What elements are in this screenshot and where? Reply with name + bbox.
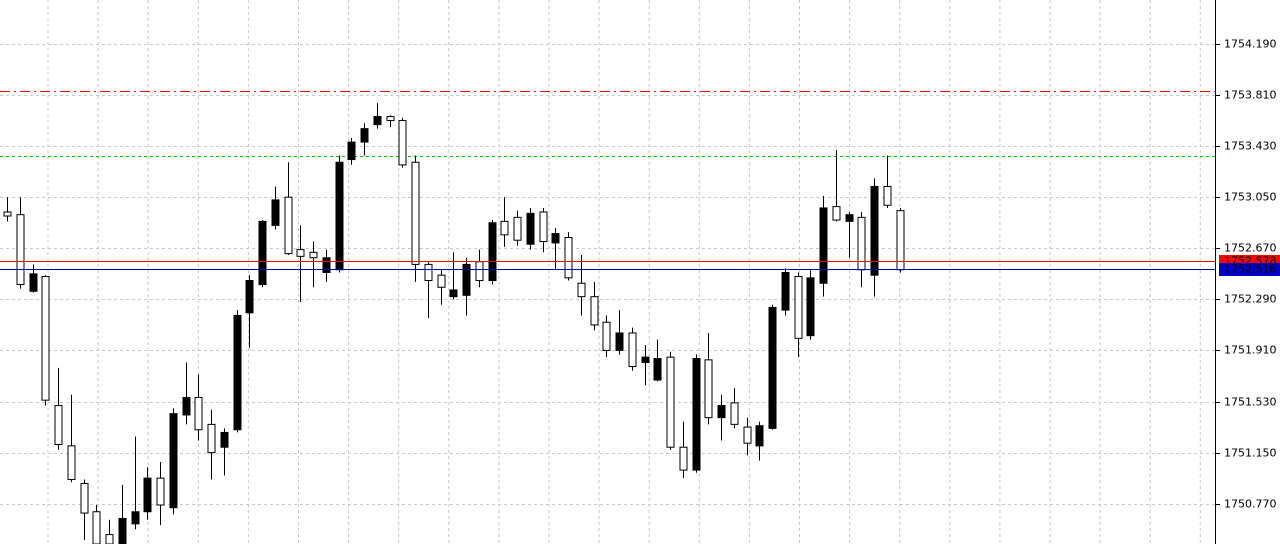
candle-body xyxy=(360,128,369,143)
candle-body xyxy=(347,141,356,161)
candle-body xyxy=(296,249,305,257)
candle-body xyxy=(500,220,509,236)
candle-body xyxy=(245,280,254,314)
price-label: 1752.516 xyxy=(1224,263,1277,276)
candle-body xyxy=(819,207,828,284)
y-tick-label: 1752.290 xyxy=(1224,293,1277,306)
candle-body xyxy=(143,477,152,513)
candle-body xyxy=(131,511,140,525)
price-label-box xyxy=(1219,263,1280,276)
candle-body xyxy=(169,413,178,509)
candle-body xyxy=(386,116,395,122)
candle-body xyxy=(182,396,191,416)
candle-body xyxy=(424,263,433,282)
candle-body xyxy=(883,185,892,206)
candle-body xyxy=(462,263,471,296)
candle-body xyxy=(118,517,127,544)
candle-body xyxy=(870,185,879,276)
candle-body xyxy=(233,314,242,431)
y-tick-label: 1753.050 xyxy=(1224,191,1277,204)
y-tick-label: 1753.430 xyxy=(1224,140,1277,153)
candle-body xyxy=(551,232,560,244)
candle-body xyxy=(564,237,573,279)
candle-body xyxy=(628,332,637,368)
candle-body xyxy=(322,257,331,273)
candle-body xyxy=(258,220,267,286)
candle-body xyxy=(653,357,662,381)
candle-body xyxy=(437,274,446,288)
candle-body xyxy=(92,511,101,544)
candle-body xyxy=(488,222,497,282)
candle-body xyxy=(704,359,713,419)
candle-body xyxy=(526,212,535,245)
candle-body xyxy=(730,402,739,425)
candle-body xyxy=(207,423,216,454)
candle-body xyxy=(755,425,764,447)
y-tick-label: 1754.190 xyxy=(1224,38,1277,51)
candle-body xyxy=(29,273,38,292)
candle-body xyxy=(577,282,586,298)
candle-body xyxy=(743,426,752,444)
candle-body xyxy=(845,214,854,222)
candle-body xyxy=(411,161,420,265)
candle-body xyxy=(832,206,841,221)
candle-body xyxy=(794,276,803,339)
y-tick-label: 1751.910 xyxy=(1224,344,1277,357)
candle-body xyxy=(309,251,318,259)
candle-body xyxy=(615,332,624,351)
candle-body xyxy=(539,211,548,243)
candle-body xyxy=(781,271,790,311)
candle-body xyxy=(513,216,522,241)
y-tick-label: 1750.770 xyxy=(1224,498,1277,511)
y-tick-label: 1751.150 xyxy=(1224,447,1277,460)
candle-body xyxy=(67,445,76,480)
candle-body xyxy=(717,405,726,419)
candle-body xyxy=(3,211,12,217)
candle-body xyxy=(54,405,63,446)
candle-body xyxy=(641,356,650,364)
candle-body xyxy=(692,357,701,471)
candle-body xyxy=(220,431,229,448)
candle-body xyxy=(156,477,165,506)
candle-body xyxy=(335,161,344,271)
candle-body xyxy=(475,261,484,282)
candle-body xyxy=(398,120,407,166)
candle-body xyxy=(679,446,688,471)
candle-body xyxy=(373,116,382,126)
y-tick-label: 1752.670 xyxy=(1224,242,1277,255)
candle-body xyxy=(80,483,89,514)
candle-body xyxy=(666,356,675,448)
y-tick-label: 1753.810 xyxy=(1224,89,1277,102)
candle-body xyxy=(284,196,293,255)
candle-body xyxy=(16,214,25,286)
candle-body xyxy=(768,306,777,429)
candle-body xyxy=(271,199,280,226)
candle-body xyxy=(41,276,50,401)
candle-body xyxy=(590,296,599,326)
candle-body xyxy=(449,289,458,298)
candle-body xyxy=(896,210,905,271)
candle-body xyxy=(194,396,203,431)
candle-body xyxy=(105,534,114,544)
candle-body xyxy=(602,321,611,351)
y-tick-label: 1751.530 xyxy=(1224,396,1277,409)
candle-body xyxy=(806,277,815,337)
